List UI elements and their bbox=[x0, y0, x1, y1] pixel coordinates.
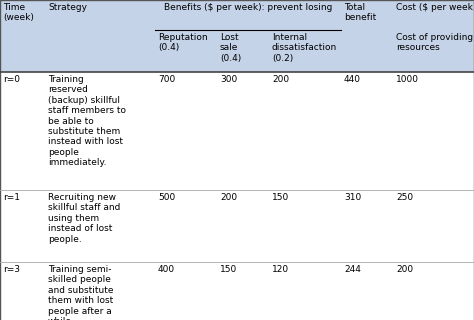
Bar bbox=[0, 0, 474, 30]
Text: Training semi-
skilled people
and substitute
them with lost
people after a
while: Training semi- skilled people and substi… bbox=[48, 265, 113, 320]
Text: Reputation
(0.4): Reputation (0.4) bbox=[158, 33, 208, 52]
Text: 700: 700 bbox=[158, 75, 175, 84]
Text: Time
(week): Time (week) bbox=[3, 3, 34, 22]
Text: 244: 244 bbox=[344, 265, 361, 274]
Text: 300: 300 bbox=[220, 75, 237, 84]
Text: 120: 120 bbox=[272, 265, 289, 274]
Text: 150: 150 bbox=[220, 265, 237, 274]
Text: Internal
dissatisfaction
(0.2): Internal dissatisfaction (0.2) bbox=[272, 33, 337, 63]
Bar bbox=[0, 72, 474, 190]
Text: r=3: r=3 bbox=[3, 265, 20, 274]
Text: 500: 500 bbox=[158, 193, 175, 202]
Text: 200: 200 bbox=[396, 265, 413, 274]
Text: Strategy: Strategy bbox=[48, 3, 87, 12]
Text: Lost
sale
(0.4): Lost sale (0.4) bbox=[220, 33, 241, 63]
Text: r=0: r=0 bbox=[3, 75, 20, 84]
Text: r=1: r=1 bbox=[3, 193, 20, 202]
Text: Cost of providing the human
resources: Cost of providing the human resources bbox=[396, 33, 474, 52]
Text: 310: 310 bbox=[344, 193, 361, 202]
Text: 200: 200 bbox=[272, 75, 289, 84]
Text: Training
reserved
(backup) skillful
staff members to
be able to
substitute them
: Training reserved (backup) skillful staf… bbox=[48, 75, 126, 167]
Text: Cost ($ per week): Cost ($ per week) bbox=[396, 3, 474, 12]
Text: Total
benefit: Total benefit bbox=[344, 3, 376, 22]
Text: 440: 440 bbox=[344, 75, 361, 84]
Text: 1000: 1000 bbox=[396, 75, 419, 84]
Text: Benefits ($ per week): prevent losing: Benefits ($ per week): prevent losing bbox=[164, 3, 332, 12]
Bar bbox=[0, 262, 474, 320]
Text: Recruiting new
skillful staff and
using them
instead of lost
people.: Recruiting new skillful staff and using … bbox=[48, 193, 120, 244]
Bar bbox=[0, 190, 474, 262]
Text: 150: 150 bbox=[272, 193, 289, 202]
Bar bbox=[0, 30, 474, 72]
Text: 400: 400 bbox=[158, 265, 175, 274]
Text: 200: 200 bbox=[220, 193, 237, 202]
Text: 250: 250 bbox=[396, 193, 413, 202]
